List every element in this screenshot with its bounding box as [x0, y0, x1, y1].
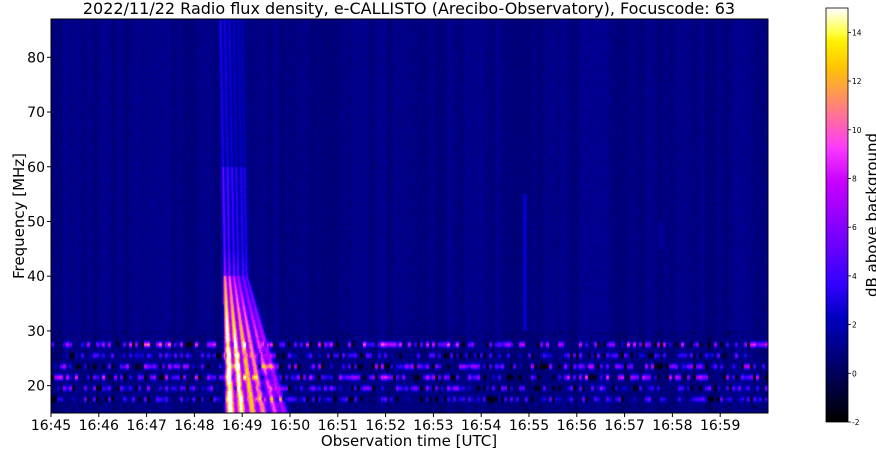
colorbar-tick-label: 14: [852, 28, 862, 37]
x-tick-label: 16:59: [700, 418, 740, 434]
colorbar-label: dB above background: [863, 133, 876, 297]
x-tick-label: 16:51: [318, 418, 358, 434]
colorbar-ticks: -2 0 2 4 6 8 10 12 14: [848, 28, 862, 427]
colorbar-tick-label: 0: [852, 369, 857, 378]
y-tick-label: 60: [27, 160, 45, 176]
y-tick-label: 50: [27, 214, 45, 230]
y-tick-label: 40: [27, 269, 45, 285]
colorbar-gradient: [826, 8, 848, 422]
spectrogram-heatmap: [51, 19, 768, 413]
plot-frame: [50, 18, 769, 414]
x-tick-label: 16:53: [413, 418, 453, 434]
colorbar-tick-label: 6: [852, 223, 857, 232]
x-tick-label: 16:55: [509, 418, 549, 434]
x-tick-label: 16:56: [557, 418, 597, 434]
x-tick-label: 16:45: [31, 418, 71, 434]
colorbar-tick-label: -2: [852, 418, 860, 427]
x-tick-label: 16:49: [222, 418, 262, 434]
y-tick-label: 30: [27, 324, 45, 340]
x-axis-label: Observation time [UTC]: [321, 432, 497, 449]
chart-title: 2022/11/22 Radio flux density, e-CALLIST…: [83, 0, 735, 18]
x-tick-label: 16:47: [126, 418, 166, 434]
x-axis: 16:45 16:46 16:47 16:48 16:49 16:50 16:51 16:52…: [31, 413, 740, 434]
x-tick-label: 16:57: [604, 418, 644, 434]
y-tick-label: 80: [27, 50, 45, 66]
colorbar-tick-label: 8: [852, 174, 857, 183]
y-axis-label: Frequency [MHz]: [10, 153, 28, 279]
y-axis: 20 30 40 50 60 70 80: [27, 50, 51, 395]
colorbar-tick-label: 4: [852, 272, 857, 281]
colorbar-tick-label: 2: [852, 321, 857, 330]
x-tick-label: 16:50: [270, 418, 310, 434]
x-tick-label: 16:48: [174, 418, 214, 434]
colorbar: -2 0 2 4 6 8 10 12 14 dB above background: [825, 7, 876, 427]
x-tick-label: 16:52: [365, 418, 405, 434]
colorbar-tick-label: 12: [852, 77, 862, 86]
y-tick-label: 20: [27, 379, 45, 395]
plot-area: [50, 18, 769, 414]
x-tick-label: 16:58: [652, 418, 692, 434]
colorbar-frame: [825, 7, 849, 423]
colorbar-tick-label: 10: [852, 126, 862, 135]
x-tick-label: 16:46: [79, 418, 119, 434]
y-tick-label: 70: [27, 105, 45, 121]
x-tick-label: 16:54: [461, 418, 501, 434]
